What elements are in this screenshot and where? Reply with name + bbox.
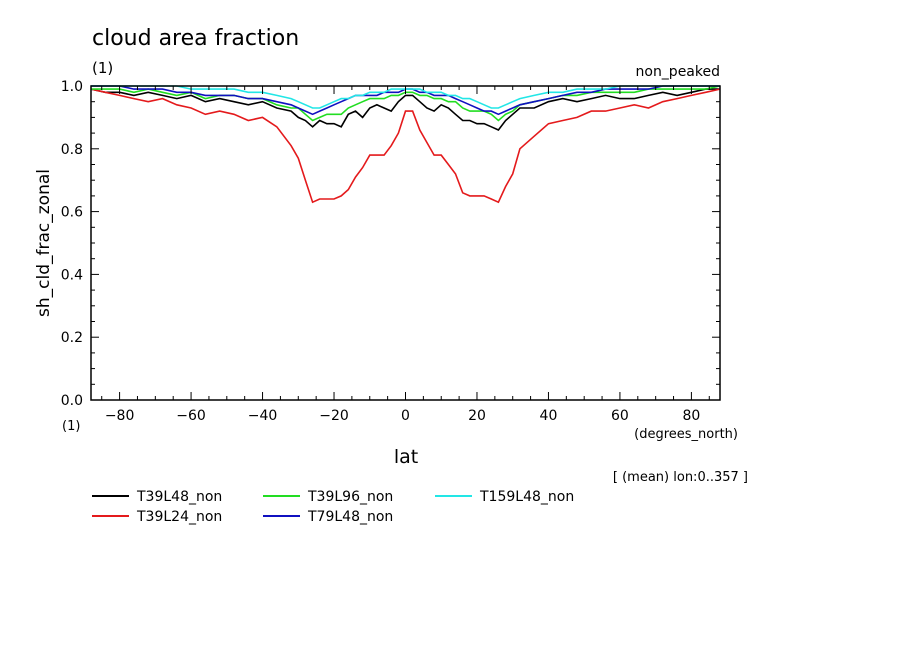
- x-tick-label: −60: [176, 408, 206, 424]
- chart-subtitle: (1): [92, 59, 113, 77]
- legend: T39L48_non T39L24_non T39L96_non T79L48_non…: [92, 489, 574, 525]
- chart-title: cloud area fraction: [92, 26, 299, 51]
- x-tick-label: −40: [248, 408, 278, 424]
- x-tick-label: 60: [611, 408, 629, 424]
- x-ticks: −80 −60 −40 −20 0 20 40 60 80: [101, 86, 710, 424]
- series-line-T39L48_non: [90, 88, 720, 131]
- legend-label-T39L48_non: T39L48_non: [136, 489, 222, 505]
- x-tick-label: 20: [468, 408, 486, 424]
- x-axis-label: lat: [394, 446, 418, 468]
- y-tick-label: 0.8: [61, 142, 83, 158]
- x-tick-label: 40: [540, 408, 558, 424]
- x-tick-label: 0: [401, 408, 410, 424]
- legend-label-T159L48_non: T159L48_non: [479, 489, 574, 505]
- legend-label-T39L24_non: T39L24_non: [136, 509, 222, 525]
- y-axis-units: (1): [62, 419, 80, 434]
- mean-note: [ (mean) lon:0..357 ]: [613, 470, 748, 485]
- series-line-T39L24_non: [90, 88, 721, 204]
- y-ticks: 0.0 0.2 0.4 0.6 0.8 1.0: [61, 79, 720, 409]
- x-axis-units: (degrees_north): [634, 427, 738, 442]
- x-tick-label: −20: [319, 408, 349, 424]
- legend-label-T39L96_non: T39L96_non: [307, 489, 393, 505]
- y-tick-label: 0.2: [61, 330, 83, 346]
- series-layer: [90, 85, 721, 204]
- corner-label: non_peaked: [636, 64, 721, 80]
- y-tick-label: 0.0: [61, 393, 83, 409]
- y-axis-label: sh_cld_frac_zonal: [34, 169, 54, 317]
- legend-label-T79L48_non: T79L48_non: [307, 509, 393, 525]
- y-tick-label: 0.6: [61, 205, 83, 221]
- x-tick-label: 80: [682, 408, 700, 424]
- y-tick-label: 1.0: [61, 79, 83, 95]
- y-tick-label: 0.4: [61, 267, 83, 283]
- x-tick-label: −80: [105, 408, 135, 424]
- plot-area: −80 −60 −40 −20 0 20 40 60 80 0.0 0.2 0.4 0.6 0.8 1.0: [61, 79, 721, 424]
- plot-frame: [90, 85, 721, 401]
